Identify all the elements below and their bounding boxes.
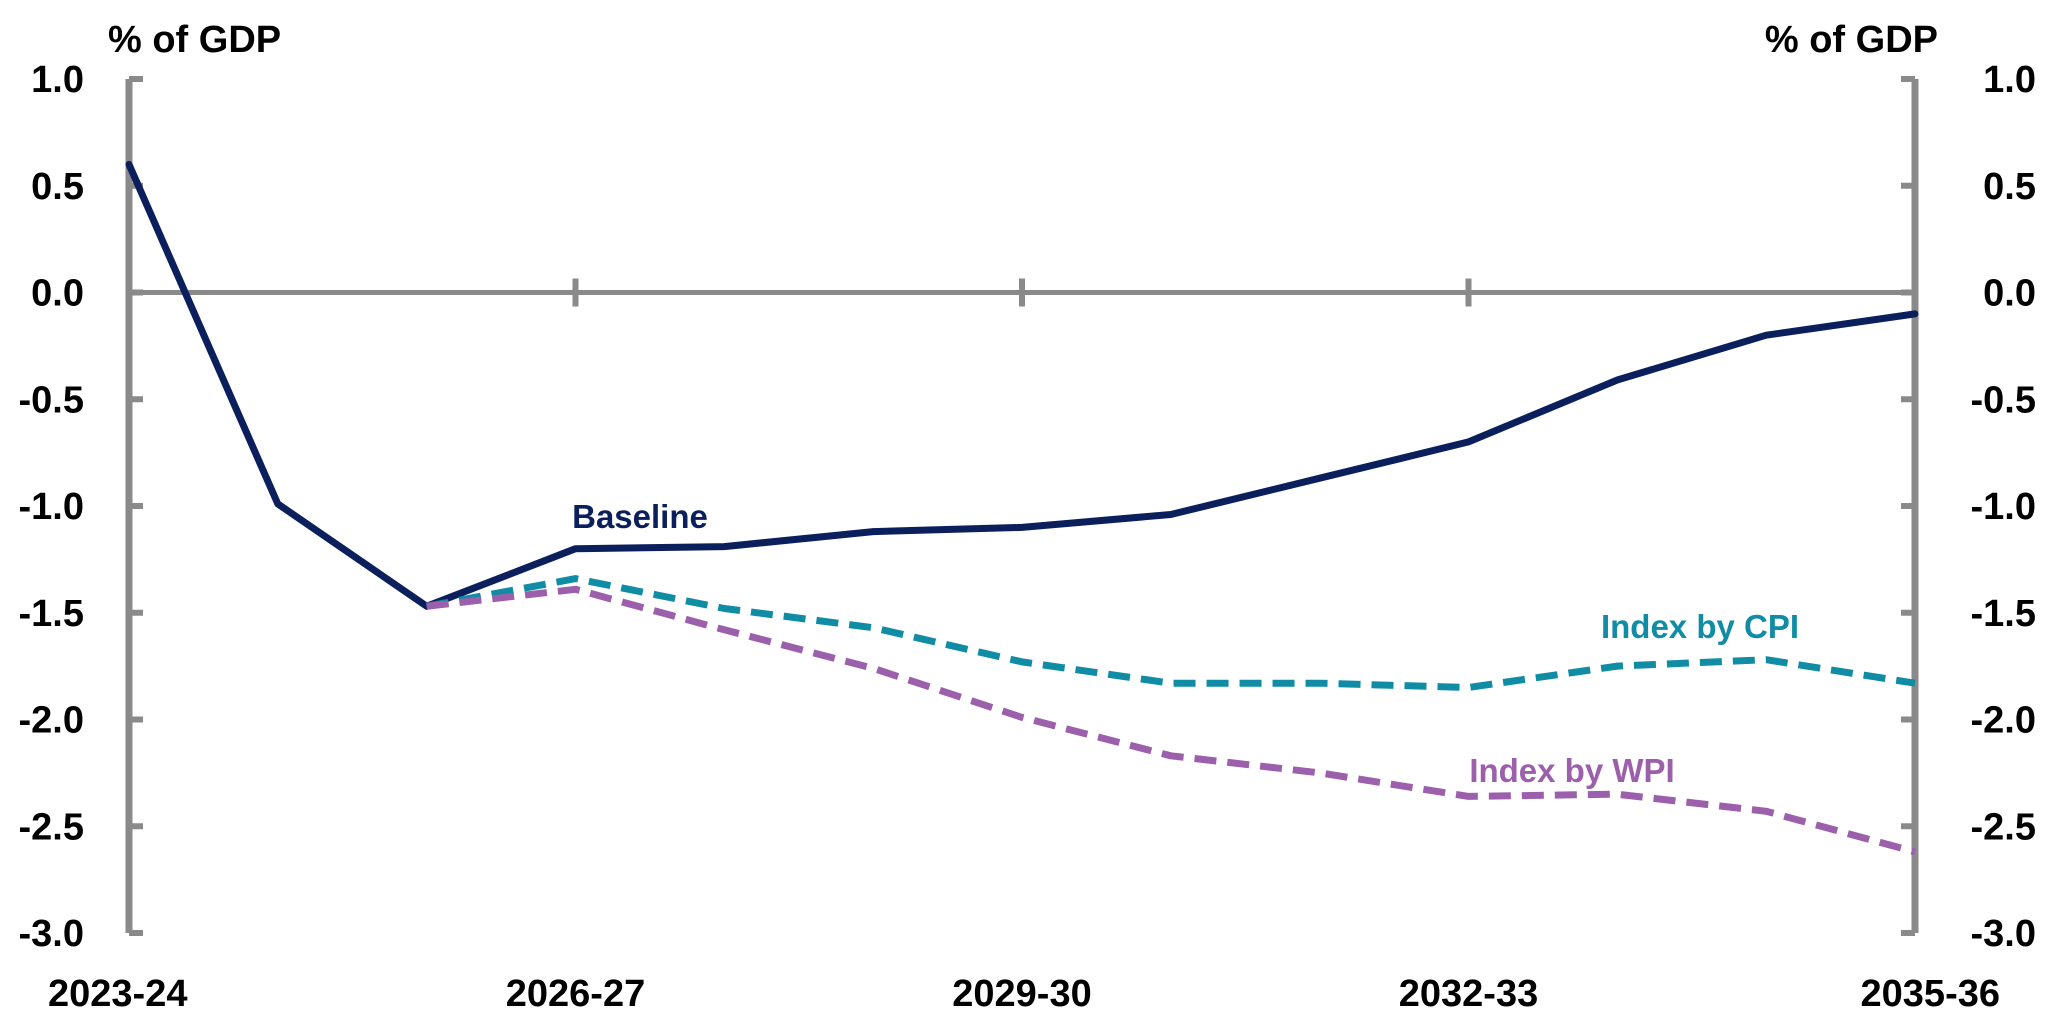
right-tick-label: 0.5 [1983, 166, 2036, 208]
right-tick-label: -1.0 [1971, 486, 2036, 528]
series-labels: Baseline Index by CPI Index by WPI [572, 498, 1799, 789]
right-tick-labels: 1.0 0.5 0.0 -0.5 -1.0 -1.5 -2.0 -2.5 -3.0 [1971, 59, 2036, 955]
left-tick-label: 1.0 [31, 59, 84, 101]
right-tick-label: -1.5 [1971, 593, 2036, 635]
series-line-index-by-wpi [426, 585, 1916, 856]
left-tick-label: -2.0 [19, 700, 84, 742]
series-label-baseline: Baseline [572, 498, 708, 535]
left-tick-label: -3.0 [19, 913, 84, 955]
series-line-baseline [125, 160, 1919, 610]
x-tick-label: 2032-33 [1399, 973, 1538, 1015]
x-tick-label: 2023-24 [48, 973, 187, 1015]
series-line-index-by-cpi [426, 575, 1916, 691]
series-label-index-by-cpi: Index by CPI [1601, 608, 1799, 645]
right-tick-label: -2.5 [1971, 806, 2036, 848]
left-tick-labels: 1.0 0.5 0.0 -0.5 -1.0 -1.5 -2.0 -2.5 -3.0 [19, 59, 84, 955]
left-tick-label: -0.5 [19, 379, 84, 421]
left-tick-label: -1.5 [19, 593, 84, 635]
right-tick-label: 1.0 [1983, 59, 2036, 101]
left-tick-label: -2.5 [19, 806, 84, 848]
series-lines [125, 160, 1919, 856]
left-axis-title: % of GDP [108, 19, 281, 61]
x-tick-label: 2035-36 [1861, 973, 2000, 1015]
left-tick-label: 0.0 [31, 273, 84, 315]
left-tick-label: -1.0 [19, 486, 84, 528]
x-axis-ticks [572, 278, 1472, 307]
right-tick-label: -2.0 [1971, 700, 2036, 742]
right-tick-label: -0.5 [1971, 379, 2036, 421]
left-tick-label: 0.5 [31, 166, 84, 208]
axes-group [125, 76, 1919, 936]
right-axis-title: % of GDP [1765, 19, 1938, 61]
x-tick-label: 2026-27 [506, 973, 645, 1015]
x-tick-label: 2029-30 [952, 973, 1091, 1015]
right-axis-ticks [1901, 76, 1915, 936]
right-tick-label: 0.0 [1983, 273, 2036, 315]
right-tick-label: -3.0 [1971, 913, 2036, 955]
x-tick-labels: 2023-24 2026-27 2029-30 2032-33 2035-36 [48, 973, 2000, 1015]
labels-group: % of GDP % of GDP 1.0 0.5 0.0 -0.5 -1.0 -1.5 -… [19, 19, 2036, 1015]
series-label-index-by-wpi: Index by WPI [1469, 752, 1674, 789]
